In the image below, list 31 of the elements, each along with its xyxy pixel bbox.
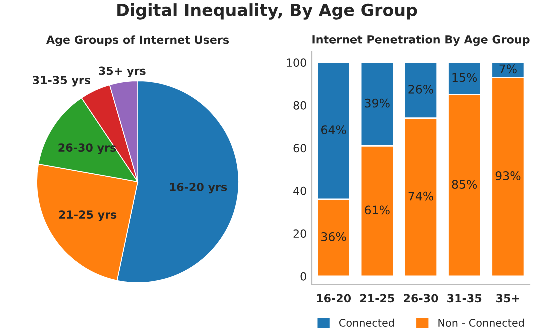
legend-label: Connected [340, 318, 394, 327]
data-label: 61% [365, 206, 390, 215]
y-tick-label: 20 [294, 230, 306, 238]
y-tick-label: 100 [287, 58, 306, 68]
chart-title: Internet Penetration By Age Group [312, 35, 530, 46]
slice-label: 21-25 yrs [59, 210, 117, 222]
x-tick-label: 31-35 [448, 294, 482, 303]
data-label: 85% [452, 180, 478, 190]
slice-label: 35+ yrs [99, 66, 146, 78]
text: Digital Inequality, By Age Group [118, 4, 418, 20]
y-tick-label: 0 [300, 272, 306, 281]
chart-title: Age Groups of Internet Users [46, 36, 230, 46]
y-tick-label: 80 [294, 101, 306, 110]
x-tick-label: 26-30 [404, 294, 438, 303]
data-label: 39% [365, 98, 390, 108]
data-label: 93% [496, 172, 521, 180]
data-label: 36% [322, 232, 346, 242]
y-tick-label: 40 [294, 186, 306, 196]
legend-label: Non - Connected [438, 318, 524, 327]
data-label: 74% [408, 192, 434, 201]
slice-label: 16-20 yrs [170, 183, 228, 194]
slice-label: 26-30 yrs [58, 144, 116, 154]
data-label: 64% [322, 126, 346, 135]
data-label: 7% [500, 64, 517, 74]
slice-label: 31-35 yrs [33, 76, 91, 87]
x-tick-label: 35+ [496, 294, 520, 303]
x-tick-label: 21-25 [360, 294, 394, 303]
data-label: 26% [408, 84, 434, 94]
data-label: 15% [452, 73, 478, 82]
y-tick-label: 60 [294, 144, 306, 153]
x-tick-label: 16-20 [317, 294, 352, 303]
